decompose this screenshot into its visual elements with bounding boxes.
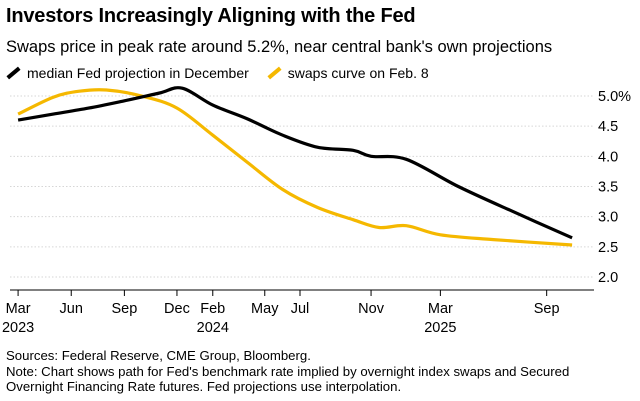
chart-notes: Sources: Federal Reserve, CME Group, Blo… [6,348,636,395]
x-tick-label-4: Feb [200,301,225,317]
y-tick-label-1: 4.5 [598,119,618,135]
y-tick-label-5: 2.5 [598,240,618,256]
chart-subtitle: Swaps price in peak rate around 5.2%, ne… [6,38,553,56]
series-line-swaps-curve [17,88,573,247]
y-tick-label-4: 3.0 [598,210,618,226]
y-tick-label-3: 3.5 [598,180,618,196]
series-line-fed-projection [17,86,573,240]
note-text-line-1: Note: Chart shows path for Fed's benchma… [6,363,570,379]
x-tick-label-3: Dec [164,301,190,317]
y-tick-label-0: 5.0% [598,89,631,105]
chart-title: Investors Increasingly Aligning with the… [6,5,416,27]
y-tick-label-6: 2.0 [598,270,618,286]
legend-label-fed: median Fed projection in December [27,65,249,81]
x-tick-label-5: May [251,301,279,317]
legend-item-fed: median Fed projection in December [6,65,249,81]
x-year-label-8: 2025 [424,320,456,336]
x-year-label-0: 2023 [2,320,34,336]
line-chart: 5.0% 4.5 4.0 3.5 3.0 2.5 2.0 Mar 2023 Jun Sep Dec Fe… [2,86,631,336]
legend-label-swaps: swaps curve on Feb. 8 [287,65,429,81]
x-year-label-4: 2024 [197,320,229,336]
legend-item-swaps: swaps curve on Feb. 8 [267,65,429,81]
x-tick-label-6: Jul [291,301,310,317]
x-tick-label-9: Sep [534,301,560,317]
x-tick-label-0: Mar [6,301,31,317]
x-tick-label-2: Sep [111,301,137,317]
x-tick-label-1: Jun [60,301,83,317]
sources-text: Sources: Federal Reserve, CME Group, Blo… [6,348,311,363]
x-tick-label-8: Mar [428,301,453,317]
x-tick-label-7: Nov [358,301,385,317]
note-text-line-2: Overnight Financing Rate futures. Fed pr… [6,379,402,394]
legend: median Fed projection in December swaps … [6,65,447,81]
y-tick-label-2: 4.0 [598,149,618,165]
